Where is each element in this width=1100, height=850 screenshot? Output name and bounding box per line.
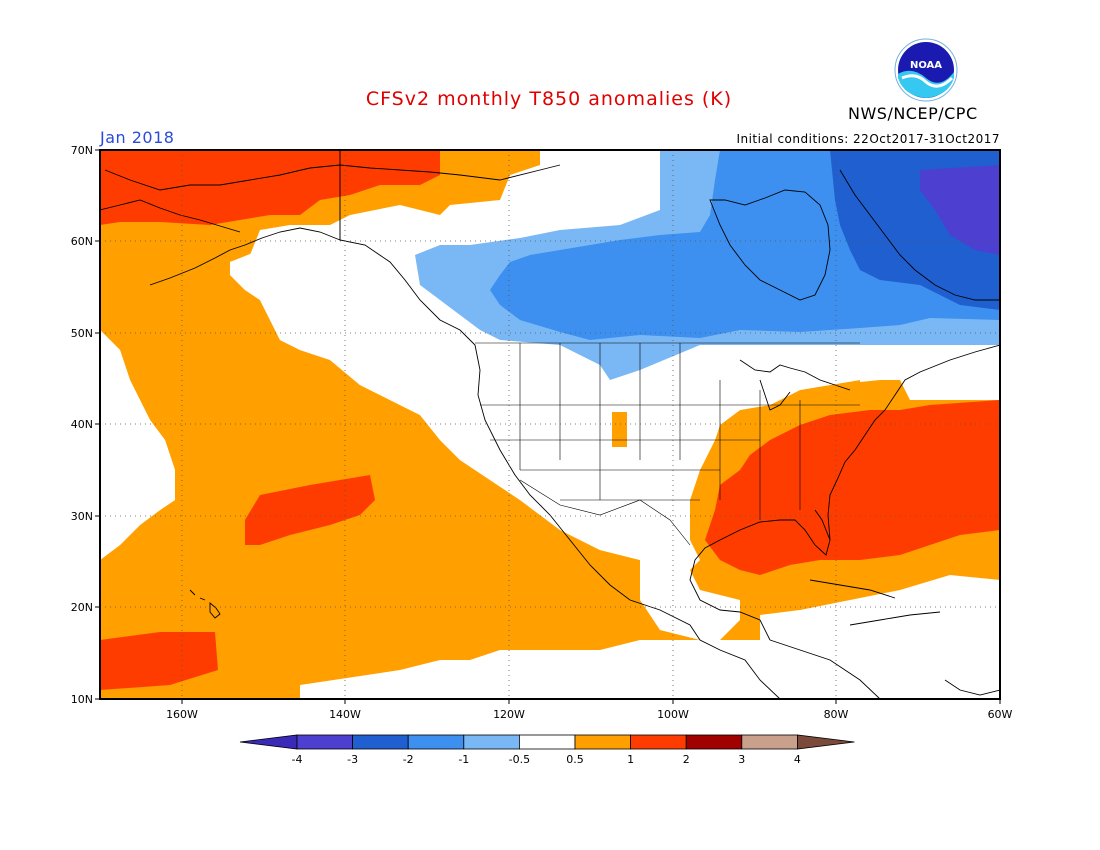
colorbar-swatch [407,734,465,750]
lon-label: 160W [166,708,198,721]
valid-month: Jan 2018 [100,128,175,147]
colorbar-label: -4 [292,753,303,766]
colorbar-swatch [296,734,353,750]
colorbar-label: 3 [738,753,745,766]
colorbar: -4 -3 -2 -1 -0.5 0.5 1 2 3 4 [239,734,855,766]
svg-text:NOAA: NOAA [910,60,942,71]
warm-anomaly-eastern-us [705,400,1000,575]
lon-label: 100W [657,708,689,721]
political-borders [339,150,860,546]
colorbar-swatch [741,734,798,750]
lat-label: 30N [71,510,93,523]
lat-label: 60N [71,235,93,248]
warm-anomaly-central-pacific [245,475,375,545]
colorbar-arrow-low [239,734,298,750]
warm-anomaly-hawaii [100,632,218,690]
colorbar-swatch [463,734,520,750]
map-title: CFSv2 monthly T850 anomalies (K) [365,88,733,110]
colorbar-label: 1 [627,753,634,766]
colorbar-swatch [352,734,409,750]
noaa-logo: NOAA [894,38,958,102]
lat-label: 40N [71,418,93,431]
colorbar-label: -2 [403,753,414,766]
initial-conditions: Initial conditions: 22Oct2017-31Oct2017 [736,132,1000,146]
anomaly-field [100,150,1000,699]
agency-label: NWS/NCEP/CPC [848,104,978,123]
latitude-labels: 70N 60N 50N 40N 30N 20N 10N [71,144,93,706]
longitude-labels: 160W 140W 120W 100W 80W 60W [166,708,1012,721]
lat-label: 50N [71,327,93,340]
colorbar-label: -1 [458,753,469,766]
graticule [100,150,1000,699]
colorbar-label: -3 [347,753,358,766]
colorbar-label: 2 [683,753,690,766]
colorbar-swatch [519,734,576,750]
lon-label: 60W [988,708,1013,721]
coastlines [100,150,1000,699]
colorbar-label: 0.5 [566,753,584,766]
colorbar-arrow-high [797,734,855,750]
colorbar-label: -0.5 [509,753,530,766]
cold-anomaly-labrador [920,165,1000,255]
colorbar-swatch [630,734,687,750]
lat-label: 70N [71,144,93,157]
warm-anomaly-alaska [100,150,440,225]
lat-label: 10N [71,693,93,706]
colorbar-label: 4 [794,753,801,766]
lon-label: 80W [824,708,849,721]
axis-ticks [95,149,1001,704]
lon-label: 120W [493,708,525,721]
colorbar-swatch [574,734,631,750]
colorbar-swatch [685,734,743,750]
lon-label: 140W [329,708,361,721]
lat-label: 20N [71,601,93,614]
